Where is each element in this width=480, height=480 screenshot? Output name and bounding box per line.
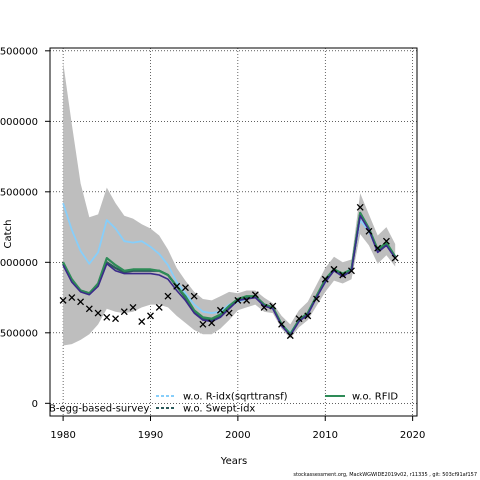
observed-catch-point (68, 294, 76, 302)
observed-catch-point (234, 296, 242, 304)
observed-catch-point (260, 303, 268, 311)
y-tick-label: 500000 (0, 328, 38, 339)
observed-catch-point (286, 332, 294, 340)
observed-catch-point (173, 282, 181, 290)
legend-label: B-egg-based-survey (49, 404, 149, 415)
observed-catch-point (295, 315, 303, 323)
observed-catch-point (225, 309, 233, 317)
legend-label: w.o. R-idx(sqrttransf) (183, 392, 288, 403)
observed-catch-point (59, 296, 67, 304)
observed-catch-point (120, 308, 128, 316)
y-tick-label: 1500000 (0, 187, 38, 198)
confidence-band-area (63, 62, 396, 346)
observed-catch-point (243, 296, 251, 304)
observed-catch-point (339, 271, 347, 279)
plot-frame (49, 47, 418, 417)
series-egg-survey-line (62, 215, 396, 337)
x-axis-label: Years (220, 456, 247, 467)
observed-catch-point (155, 303, 163, 311)
legend-label: w.o. Swept-idx (183, 404, 255, 415)
y-tick-label: 1000000 (0, 258, 38, 269)
x-tick-label: 1980 (50, 430, 75, 441)
observed-catch-point (348, 267, 355, 275)
footer-credit: stockassessment.org, MackWGWIDE2019v02, … (293, 472, 477, 478)
observed-catch-point (365, 227, 373, 235)
observed-catch-point (112, 315, 119, 323)
observed-catch-point (304, 312, 312, 320)
observed-catch-point (164, 292, 172, 300)
y-axis: 0 500000 1000000 1500000 2000000 2500000 (0, 46, 50, 410)
legend: B-egg-based-survey w.o. R-idx(sqrttransf)… (49, 392, 398, 415)
legend-label: w.o. RFID (352, 392, 398, 403)
observed-catch-point (391, 254, 399, 262)
observed-catch-point (138, 318, 146, 325)
observed-catch-point (208, 319, 216, 327)
observed-catch-point (85, 305, 93, 313)
confidence-band (63, 62, 396, 346)
observed-catch-point (190, 292, 198, 300)
observed-points (59, 203, 399, 340)
y-tick-label: 2000000 (0, 117, 38, 128)
x-tick-label: 1990 (138, 430, 163, 441)
x-tick-label: 2010 (313, 430, 338, 441)
observed-catch-point (147, 312, 154, 320)
observed-catch-point (251, 291, 259, 299)
observed-catch-point (181, 284, 189, 292)
observed-catch-point (278, 320, 286, 328)
observed-catch-point (321, 275, 329, 283)
observed-catch-point (199, 320, 207, 328)
observed-catch-point (94, 309, 102, 317)
observed-catch-point (313, 295, 320, 303)
observed-catch-point (269, 302, 277, 310)
observed-catch-point (356, 203, 364, 211)
observed-catch-point (103, 313, 111, 321)
observed-catch-point (374, 244, 382, 252)
observed-catch-point (77, 298, 85, 306)
observed-catch-point (216, 306, 224, 314)
y-tick-label: 2500000 (0, 46, 38, 57)
x-axis: 1980 1990 2000 2010 2020 (50, 416, 425, 441)
observed-catch-point (330, 265, 338, 273)
y-axis-label: Catch (3, 220, 14, 249)
observed-catch-point (382, 237, 390, 245)
observed-catch-point (129, 303, 137, 311)
x-tick-label: 2000 (225, 430, 250, 441)
x-tick-label: 2020 (400, 430, 425, 441)
y-tick-label: 0 (32, 399, 38, 410)
